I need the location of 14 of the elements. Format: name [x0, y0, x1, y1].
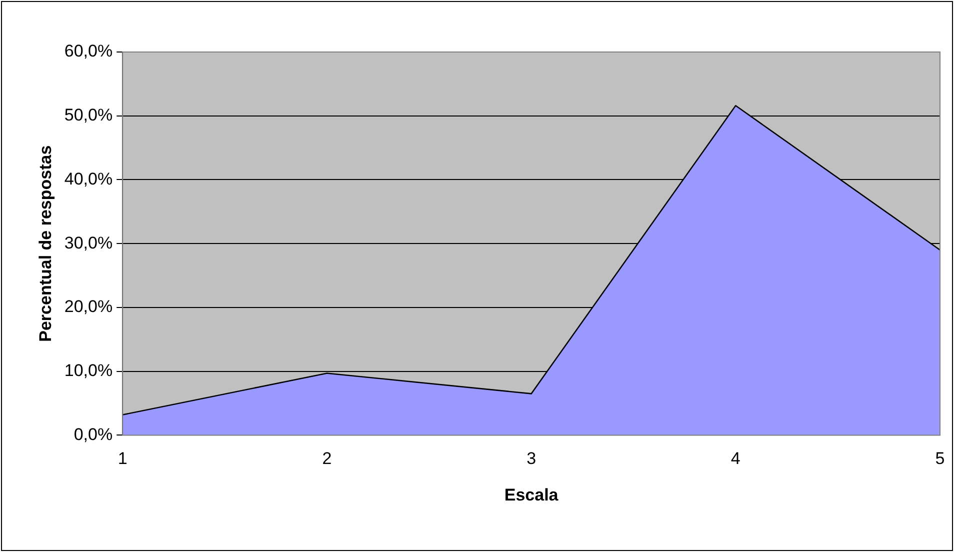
y-axis-title: Percentual de respostas	[36, 145, 55, 342]
y-tick-label: 60,0%	[64, 42, 113, 61]
y-tick-label: 10,0%	[64, 361, 113, 380]
y-tick-label: 20,0%	[64, 297, 113, 316]
x-tick-label: 4	[730, 449, 740, 468]
y-tick-label: 50,0%	[64, 106, 113, 125]
y-tick-label: 40,0%	[64, 169, 113, 188]
x-tick-label: 2	[322, 449, 332, 468]
x-tick-label: 5	[935, 449, 945, 468]
x-tick-label: 3	[526, 449, 536, 468]
x-axis-title: Escala	[504, 485, 559, 504]
x-tick-label: 1	[118, 449, 128, 468]
y-tick-label: 0,0%	[74, 424, 113, 444]
y-tick-label: 30,0%	[64, 233, 113, 252]
